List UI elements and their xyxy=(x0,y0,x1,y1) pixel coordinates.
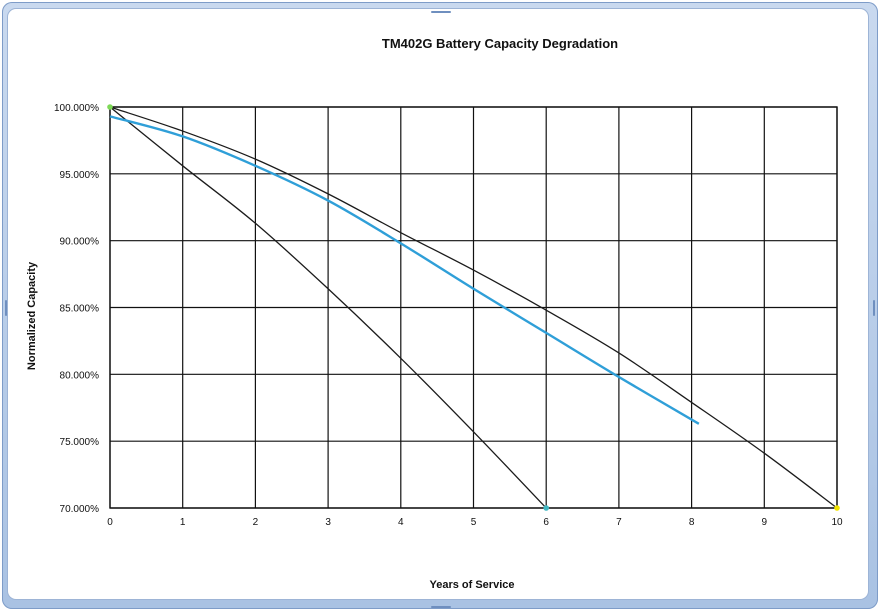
data-point-marker xyxy=(107,104,113,110)
y-tick-label: 90.000% xyxy=(60,237,100,248)
x-tick-label: 3 xyxy=(325,517,331,528)
data-point-marker xyxy=(543,505,549,511)
chart-markers xyxy=(107,104,840,511)
x-tick-label: 2 xyxy=(253,517,259,528)
top-resize-handle[interactable] xyxy=(431,11,451,13)
x-tick-label: 5 xyxy=(471,517,477,528)
x-tick-label: 9 xyxy=(762,517,768,528)
y-tick-label: 70.000% xyxy=(60,504,100,515)
series-line-3 xyxy=(109,115,700,425)
plot-border xyxy=(109,106,838,509)
data-point-marker xyxy=(834,505,840,511)
x-axis-ticks: 0 1 2 3 4 5 6 7 8 9 10 xyxy=(107,517,843,528)
y-tick-label: 75.000% xyxy=(60,437,100,448)
chart-title: TM402G Battery Capacity Degradation xyxy=(382,36,618,51)
y-tick-label: 80.000% xyxy=(60,370,100,381)
chart-grid xyxy=(109,106,838,509)
x-tick-label: 7 xyxy=(616,517,622,528)
x-tick-label: 10 xyxy=(831,517,843,528)
x-tick-label: 0 xyxy=(107,517,113,528)
y-tick-label: 100.000% xyxy=(54,103,99,114)
y-axis-label: Normalized Capacity xyxy=(26,261,38,370)
x-axis-label: Years of Service xyxy=(429,579,514,591)
x-tick-label: 4 xyxy=(398,517,404,528)
x-tick-label: 1 xyxy=(180,517,186,528)
x-tick-label: 8 xyxy=(689,517,695,528)
left-resize-handle[interactable] xyxy=(5,300,7,316)
chart-series xyxy=(109,106,838,509)
y-tick-label: 95.000% xyxy=(60,170,100,181)
x-tick-label: 6 xyxy=(543,517,549,528)
y-tick-label: 85.000% xyxy=(60,304,100,315)
right-resize-handle[interactable] xyxy=(873,300,875,316)
series-line-2 xyxy=(109,106,547,509)
series-line-1 xyxy=(109,106,838,509)
y-axis-ticks: 70.000% 75.000% 80.000% 85.000% 90.000% 95.00… xyxy=(54,103,99,515)
bottom-resize-handle[interactable] xyxy=(431,606,451,608)
